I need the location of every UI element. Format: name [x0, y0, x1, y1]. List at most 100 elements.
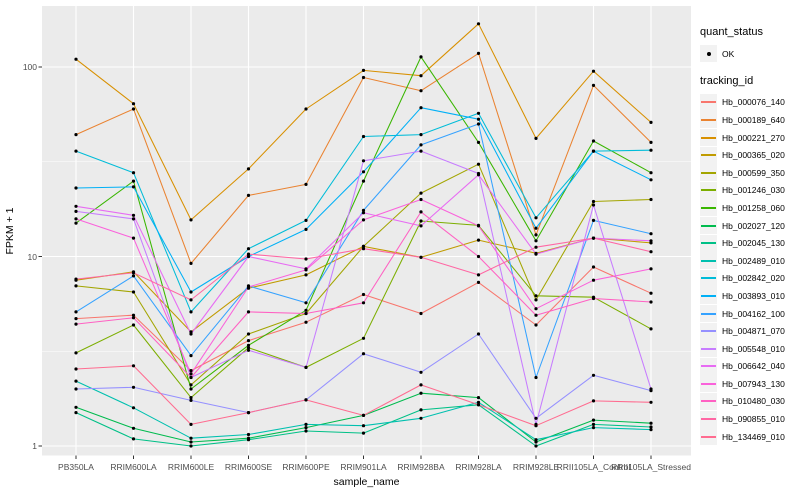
legend-entry-Hb_000221_270: Hb_000221_270 — [700, 129, 800, 147]
line-key-icon — [701, 312, 716, 315]
data-point — [534, 307, 538, 311]
legend-entry-Hb_003893_010: Hb_003893_010 — [700, 287, 800, 305]
data-point — [74, 277, 78, 281]
data-point — [534, 136, 538, 140]
data-point — [304, 257, 308, 261]
data-point — [131, 364, 136, 368]
data-point — [189, 422, 193, 426]
data-point — [189, 298, 193, 302]
data-point — [476, 273, 481, 277]
line-key-icon — [701, 101, 716, 104]
data-point — [649, 197, 653, 202]
legend-key-box — [700, 234, 717, 252]
legend-tracking-entries: Hb_000076_140 Hb_000189_640 Hb_000221_270 H… — [700, 93, 800, 446]
data-point — [649, 291, 653, 295]
legend-entry-label: Hb_007943_130 — [722, 378, 785, 389]
plot-panel — [42, 6, 691, 456]
data-point — [74, 405, 78, 409]
data-point — [361, 247, 366, 251]
data-point — [419, 143, 423, 147]
data-point — [189, 383, 193, 387]
data-point — [419, 106, 423, 110]
x-tick-label: RRIM901LA — [340, 462, 387, 472]
legend-entry-label: Hb_000221_270 — [722, 132, 785, 143]
data-point — [361, 170, 366, 174]
legend-entry-Hb_004871_070: Hb_004871_070 — [700, 322, 800, 340]
data-point — [189, 396, 193, 400]
data-point — [419, 370, 423, 374]
data-point — [534, 294, 538, 298]
legend-entry-label: Hb_000189_640 — [722, 114, 785, 125]
data-point — [649, 400, 653, 404]
data-point — [476, 332, 481, 336]
data-point — [246, 339, 251, 343]
data-point — [476, 254, 481, 259]
data-point — [649, 250, 653, 254]
data-point — [419, 391, 423, 395]
legend-key-box — [700, 252, 717, 270]
legend-key-box — [700, 146, 717, 164]
data-point — [189, 375, 193, 380]
line-key-icon — [701, 189, 716, 192]
data-point — [189, 218, 193, 222]
data-point — [189, 369, 193, 373]
legend-entry-Hb_005548_010: Hb_005548_010 — [700, 340, 800, 358]
data-point — [189, 310, 193, 314]
data-point — [476, 403, 481, 407]
data-point — [74, 387, 78, 391]
data-point — [476, 51, 481, 56]
x-tick-label: RRIM600PE — [282, 462, 330, 472]
legend-entry-label: Hb_090855_010 — [722, 414, 785, 425]
data-point — [419, 408, 423, 412]
data-point — [246, 247, 251, 251]
line-key-icon — [701, 400, 716, 403]
x-tick-label: RRIM600LA — [110, 462, 157, 472]
data-point — [131, 437, 136, 441]
data-point — [419, 149, 423, 153]
y-tick-label: 1 — [32, 441, 37, 451]
legend-key-box — [700, 340, 717, 358]
legend-entry-label: Hb_001246_030 — [722, 185, 785, 196]
data-point — [74, 149, 78, 153]
data-point — [131, 290, 136, 294]
data-point — [131, 271, 136, 275]
line-key-icon — [701, 347, 716, 350]
line-key-icon — [701, 418, 716, 421]
legend-entry-Hb_000076_140: Hb_000076_140 — [700, 93, 800, 112]
data-point — [189, 440, 193, 444]
legend-entry-label: Hb_000076_140 — [722, 97, 785, 108]
data-point — [649, 267, 653, 271]
legend-entry-label: Hb_005548_010 — [722, 343, 785, 354]
data-point — [534, 440, 538, 444]
data-point — [246, 252, 251, 256]
line-key-icon — [701, 365, 716, 368]
data-point — [189, 290, 193, 294]
data-point — [74, 284, 78, 288]
data-point — [476, 224, 481, 228]
data-point — [131, 426, 136, 430]
data-point — [361, 352, 366, 356]
data-point — [649, 120, 653, 124]
data-point — [246, 285, 251, 289]
legend-key-box — [700, 269, 717, 287]
x-tick-label: RRII105LA_Control — [556, 462, 631, 472]
data-point — [649, 239, 653, 243]
data-point — [534, 245, 538, 249]
data-point — [74, 411, 78, 415]
legend-entry-label: Hb_004871_070 — [722, 326, 785, 337]
data-point — [131, 102, 136, 106]
data-point — [131, 217, 136, 221]
data-point — [304, 268, 308, 272]
legend-entry-Hb_006642_040: Hb_006642_040 — [700, 357, 800, 376]
line-key-icon — [701, 224, 716, 227]
data-point — [74, 209, 78, 213]
data-point — [419, 89, 423, 93]
data-point — [304, 426, 308, 430]
data-point — [476, 111, 481, 115]
data-point — [74, 217, 78, 221]
data-point — [304, 301, 308, 305]
data-point — [131, 171, 136, 175]
data-point — [246, 193, 251, 197]
data-point — [476, 400, 481, 404]
